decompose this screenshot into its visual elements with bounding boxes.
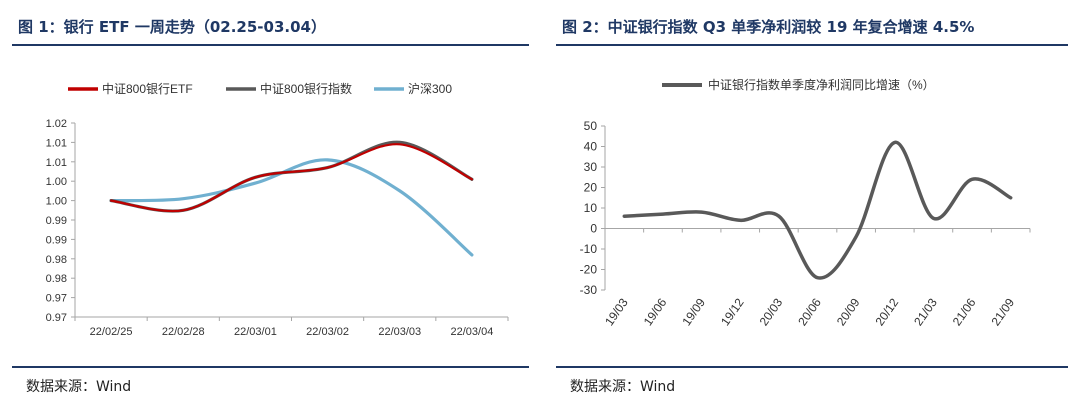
x-tick-label: 22/02/25 [90,326,133,338]
legend-label: 中证800银行ETF [102,81,193,96]
y-tick-label: 40 [584,140,598,154]
title-rule-2 [556,44,1068,46]
legend-label: 中证银行指数单季度净利润同比增速（%） [708,77,935,92]
x-tick-label: 20/09 [834,295,863,328]
x-tick-label: 20/03 [757,295,786,328]
data-source-2: 数据来源：Wind [570,379,676,395]
y-tick-label: -30 [580,283,598,297]
source-rule-1 [12,366,529,368]
y-tick-label: -10 [580,242,598,256]
y-tick-label: -20 [580,263,598,277]
x-tick-label: 22/02/28 [162,326,205,338]
x-tick-label: 20/12 [873,295,902,328]
y-tick-label: 1.01 [46,157,67,169]
source-rule-2 [556,366,1068,368]
series-line [110,143,473,213]
x-tick-label: 21/09 [988,295,1017,328]
chart-panel-1: 图 1：银行 ETF 一周走势（02.25-03.04） 1.02 1.01 1.0… [12,0,529,416]
x-tick-label: 19/06 [641,295,670,328]
y-tick-label: 30 [584,160,598,174]
y-tick-label: 0.98 [46,273,67,285]
y-tick-label: 10 [584,201,598,215]
legend-label: 沪深300 [408,82,452,96]
title-rule-1 [12,44,529,46]
x-tick-label: 21/06 [950,295,979,328]
y-tick-label: 0 [590,222,597,236]
x-tick-label: 19/12 [718,295,747,328]
x-tick-label: 21/03 [911,295,940,328]
y-tick-label: 1.02 [46,118,67,130]
bank-profit-growth-chart: 50 40 30 20 10 0 -10 -20 -30 19/03 19/06 19/09 19/12… [580,77,1031,328]
chart-panel-2: 图 2：中证银行指数 Q3 单季净利润较 19 年复合增速 4.5% 50 40 3… [556,0,1068,416]
legend-label: 中证800银行指数 [260,81,352,96]
x-tick-label: 20/06 [795,295,824,328]
y-tick-label: 20 [584,181,598,195]
series-line [109,158,474,257]
etf-weekly-chart: 1.02 1.01 1.01 1.00 1.00 0.99 0.99 0.98 0.98 0.97… [46,81,509,338]
y-tick-label: 0.97 [46,312,67,324]
series-line [622,140,1013,280]
x-tick-label: 22/03/01 [234,326,277,338]
chart-title-2: 图 2：中证银行指数 Q3 单季净利润较 19 年复合增速 4.5% [562,18,975,36]
data-source-1: 数据来源：Wind [26,379,132,395]
y-tick-label: 0.97 [46,293,67,305]
y-tick-label: 1.00 [46,176,67,188]
x-tick-label: 22/03/04 [451,326,494,338]
x-tick-label: 19/09 [679,295,708,328]
y-tick-label: 0.98 [46,254,67,266]
y-tick-label: 1.00 [46,196,67,208]
x-tick-label: 22/03/03 [378,326,421,338]
x-tick-label: 22/03/02 [306,326,349,338]
chart-title-1: 图 1：银行 ETF 一周走势（02.25-03.04） [18,18,326,36]
y-tick-label: 0.99 [46,215,67,227]
x-tick-label: 19/03 [602,295,631,328]
y-tick-label: 50 [584,119,598,133]
y-tick-label: 1.01 [46,137,67,149]
y-tick-label: 0.99 [46,234,67,246]
